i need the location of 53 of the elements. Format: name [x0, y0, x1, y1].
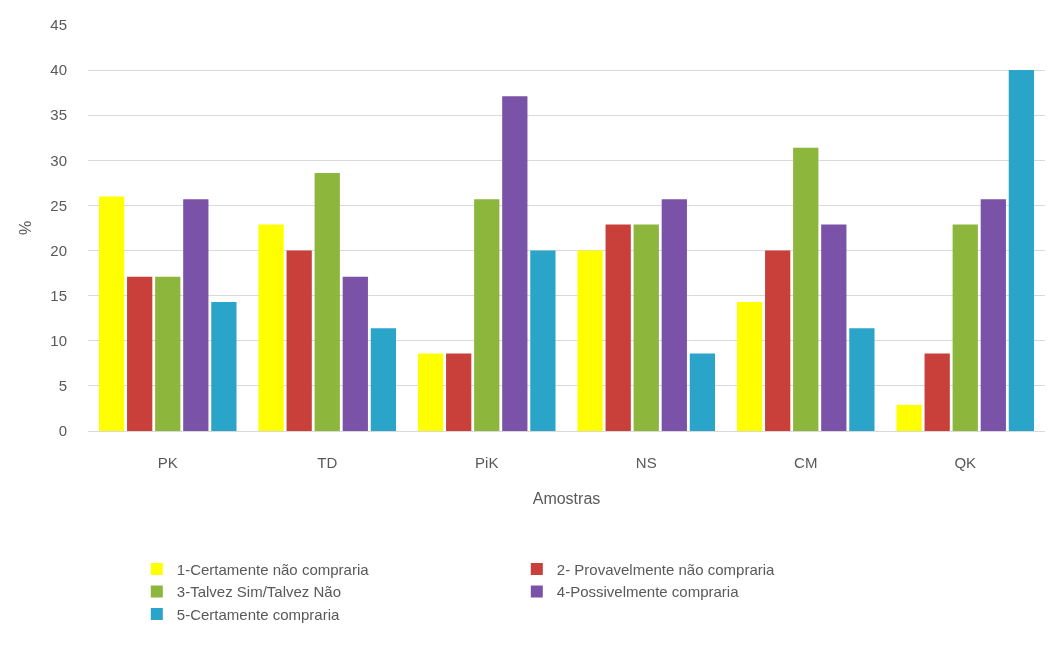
bar [446, 353, 472, 431]
y-tick-label: 45 [50, 16, 67, 34]
bar [286, 250, 312, 431]
x-axis-title: Amostras [532, 489, 601, 507]
bar [502, 96, 528, 431]
bar [1008, 70, 1035, 431]
bar [765, 250, 791, 431]
bar [183, 199, 209, 431]
legend-label: 4-Possivelmente compraria [556, 583, 740, 601]
y-tick-label: 5 [58, 377, 67, 395]
bar [661, 199, 687, 431]
y-tick-label: 35 [50, 106, 67, 124]
legend-label: 1-Certamente não compraria [176, 560, 370, 578]
bar [211, 301, 237, 431]
x-tick-label: TD [317, 454, 338, 471]
bar [155, 276, 181, 431]
y-tick-label: 10 [50, 332, 67, 350]
y-tick-label: 20 [50, 241, 67, 259]
bar [127, 276, 153, 431]
bar [633, 224, 659, 431]
bar [896, 404, 922, 431]
bar [577, 250, 603, 431]
y-tick-label: 0 [58, 422, 67, 440]
y-tick-label: 40 [50, 61, 67, 79]
bar [605, 224, 631, 431]
bar [849, 328, 875, 431]
x-tick-label: PK [157, 454, 178, 471]
x-tick-label: PiK [475, 454, 499, 471]
x-tick-label: NS [635, 454, 657, 471]
y-tick-label: 15 [50, 286, 67, 304]
bar [98, 196, 125, 431]
legend-label: 2- Provavelmente não compraria [556, 560, 776, 578]
bar [370, 328, 397, 431]
bar [530, 250, 556, 431]
legend-label: 3-Talvez Sim/Talvez Não [176, 583, 342, 601]
bar [474, 199, 500, 431]
y-tick-label: 25 [50, 196, 67, 214]
x-tick-label: QK [954, 454, 977, 471]
bar [689, 353, 716, 431]
bar [417, 353, 444, 431]
legend-label: 5-Certamente compraria [176, 605, 341, 623]
y-tick-label: 30 [50, 151, 67, 169]
y-axis-title: % [17, 220, 35, 236]
bar [342, 276, 368, 431]
bar [980, 199, 1006, 431]
bar [952, 224, 978, 431]
bar [793, 147, 819, 431]
bar [736, 301, 763, 431]
bar [821, 224, 847, 431]
bar [258, 224, 284, 431]
bar [924, 353, 950, 431]
bar [314, 172, 340, 431]
x-tick-label: CM [794, 454, 818, 471]
